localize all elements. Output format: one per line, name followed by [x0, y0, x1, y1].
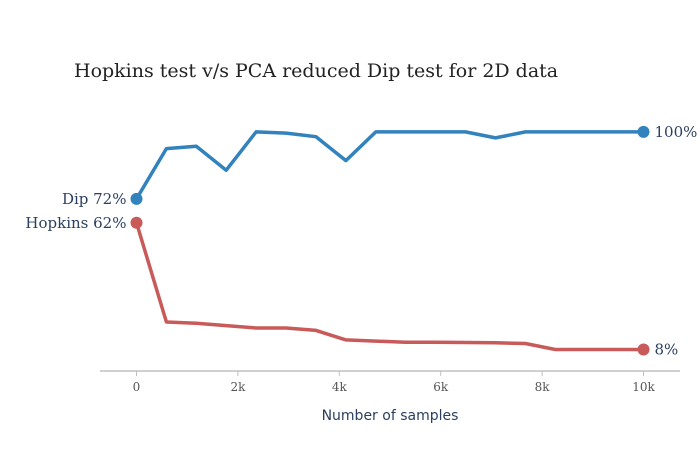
x-tick-label: 4k — [332, 380, 348, 394]
hopkins-start-label: Hopkins 62% — [25, 214, 126, 232]
dip-start-marker — [130, 192, 143, 205]
dip-end-marker — [637, 125, 650, 138]
hopkins-series-line — [134, 221, 646, 352]
hopkins-end-label: 8% — [655, 340, 679, 358]
x-tick-label: 10k — [632, 380, 655, 394]
x-tick-label: 2k — [230, 380, 246, 394]
chart-title: Hopkins test v/s PCA reduced Dip test fo… — [74, 60, 558, 82]
dip-series-line — [134, 130, 646, 201]
dip-end-label: 100% — [655, 123, 698, 141]
plot-area: Dip 72% 100% Hopkins 62% 8% — [25, 123, 697, 359]
x-axis-title: Number of samples — [322, 408, 459, 424]
hopkins-end-marker — [637, 343, 650, 356]
x-tick-label: 8k — [535, 380, 551, 394]
x-tick-label: 6k — [433, 380, 449, 394]
hopkins-start-marker — [130, 216, 143, 229]
x-axis-ticks: 0 2k 4k 6k 8k 10k — [133, 371, 656, 394]
dip-start-label: Dip 72% — [62, 190, 127, 208]
x-tick-label: 0 — [133, 380, 141, 394]
